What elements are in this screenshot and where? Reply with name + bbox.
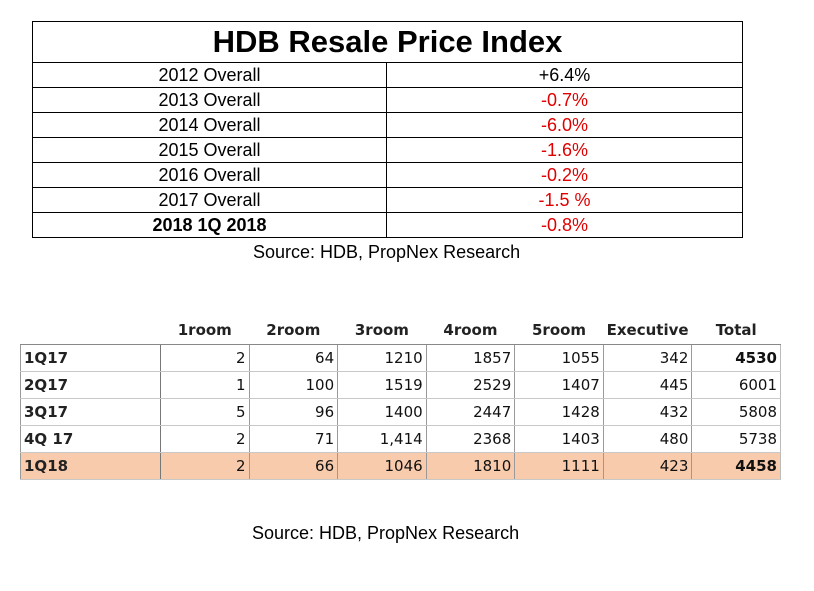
table-cell: 1403 <box>514 425 604 453</box>
table-cell: 1055 <box>514 344 604 372</box>
column-header: 1room <box>160 316 250 345</box>
price-index-title: HDB Resale Price Index <box>32 21 743 63</box>
price-index-row-value: +6.4% <box>386 62 743 88</box>
column-header: 3room <box>337 316 427 345</box>
table-cell: 2447 <box>426 398 516 426</box>
table-cell: 71 <box>249 425 339 453</box>
price-index-row-label: 2012 Overall <box>32 62 387 88</box>
table-cell: 423 <box>603 452 693 480</box>
table-cell: 100 <box>249 371 339 399</box>
table-cell: 1810 <box>426 452 516 480</box>
price-index-row-value: -1.5 % <box>386 187 743 213</box>
table-cell: 1519 <box>337 371 427 399</box>
row-label: 1Q17 <box>20 344 161 372</box>
price-index-row: 2014 Overall -6.0% <box>32 112 743 138</box>
column-header: 2room <box>249 316 338 345</box>
price-index-row-label: 2017 Overall <box>32 187 387 213</box>
header-corner-cell <box>20 316 161 345</box>
table-cell: 96 <box>249 398 339 426</box>
transactions-table: 1room 2room 3room 4room 5room Executive … <box>20 316 781 480</box>
table-cell: 445 <box>603 371 693 399</box>
table-cell: 2 <box>160 452 250 480</box>
price-index-row: 2018 1Q 2018 -0.8% <box>32 212 743 238</box>
price-index-row-value: -1.6% <box>386 137 743 163</box>
table-row: 3Q17 5 96 1400 2447 1428 432 5808 <box>20 398 781 426</box>
column-header: Total <box>691 316 781 345</box>
total-cell: 6001 <box>691 371 781 399</box>
table-cell: 1046 <box>337 452 427 480</box>
price-index-row-label: 2018 1Q 2018 <box>32 212 387 238</box>
total-cell: 5808 <box>691 398 781 426</box>
price-index-row: 2015 Overall -1.6% <box>32 137 743 163</box>
table-row: 4Q 17 2 71 1,414 2368 1403 480 5738 <box>20 425 781 453</box>
table-cell: 66 <box>249 452 339 480</box>
price-index-row-value: -0.8% <box>386 212 743 238</box>
price-index-row-value: -6.0% <box>386 112 743 138</box>
price-index-row: 2016 Overall -0.2% <box>32 162 743 188</box>
table-cell: 1,414 <box>337 425 427 453</box>
price-index-title-row: HDB Resale Price Index <box>32 21 743 63</box>
source-note-top: Source: HDB, PropNex Research <box>253 242 521 262</box>
table-cell: 1111 <box>514 452 604 480</box>
row-label: 4Q 17 <box>20 425 161 453</box>
table-cell: 1210 <box>337 344 427 372</box>
row-label: 3Q17 <box>20 398 161 426</box>
price-index-row-label: 2013 Overall <box>32 87 387 113</box>
row-label: 2Q17 <box>20 371 161 399</box>
price-index-table: HDB Resale Price Index 2012 Overall +6.4… <box>32 21 743 238</box>
price-index-row: 2012 Overall +6.4% <box>32 62 743 88</box>
price-index-row-label: 2016 Overall <box>32 162 387 188</box>
price-index-row-label: 2014 Overall <box>32 112 387 138</box>
table-cell: 64 <box>249 344 339 372</box>
column-header: 5room <box>514 316 604 345</box>
table-cell: 1428 <box>514 398 604 426</box>
total-cell: 4458 <box>691 452 781 480</box>
table-cell: 342 <box>603 344 693 372</box>
table-cell: 2529 <box>426 371 516 399</box>
price-index-row-label: 2015 Overall <box>32 137 387 163</box>
total-cell: 4530 <box>691 344 781 372</box>
table-cell: 1857 <box>426 344 516 372</box>
transactions-header-row: 1room 2room 3room 4room 5room Executive … <box>20 316 781 345</box>
price-index-row-value: -0.2% <box>386 162 743 188</box>
table-cell: 1 <box>160 371 250 399</box>
table-row: 1Q17 2 64 1210 1857 1055 342 4530 <box>20 344 781 372</box>
price-index-row-value: -0.7% <box>386 87 743 113</box>
column-header: Executive <box>603 316 692 345</box>
table-row-highlighted: 1Q18 2 66 1046 1810 1111 423 4458 <box>20 452 781 480</box>
table-cell: 432 <box>603 398 693 426</box>
table-cell: 5 <box>160 398 250 426</box>
price-index-row: 2017 Overall -1.5 % <box>32 187 743 213</box>
row-label: 1Q18 <box>20 452 161 480</box>
total-cell: 5738 <box>691 425 781 453</box>
table-cell: 1400 <box>337 398 427 426</box>
price-index-row: 2013 Overall -0.7% <box>32 87 743 113</box>
table-cell: 2 <box>160 425 250 453</box>
table-cell: 480 <box>603 425 693 453</box>
table-row: 2Q17 1 100 1519 2529 1407 445 6001 <box>20 371 781 399</box>
column-header: 4room <box>426 316 515 345</box>
source-note-bottom: Source: HDB, PropNex Research <box>252 523 520 543</box>
table-cell: 2 <box>160 344 250 372</box>
table-cell: 1407 <box>514 371 604 399</box>
table-cell: 2368 <box>426 425 516 453</box>
